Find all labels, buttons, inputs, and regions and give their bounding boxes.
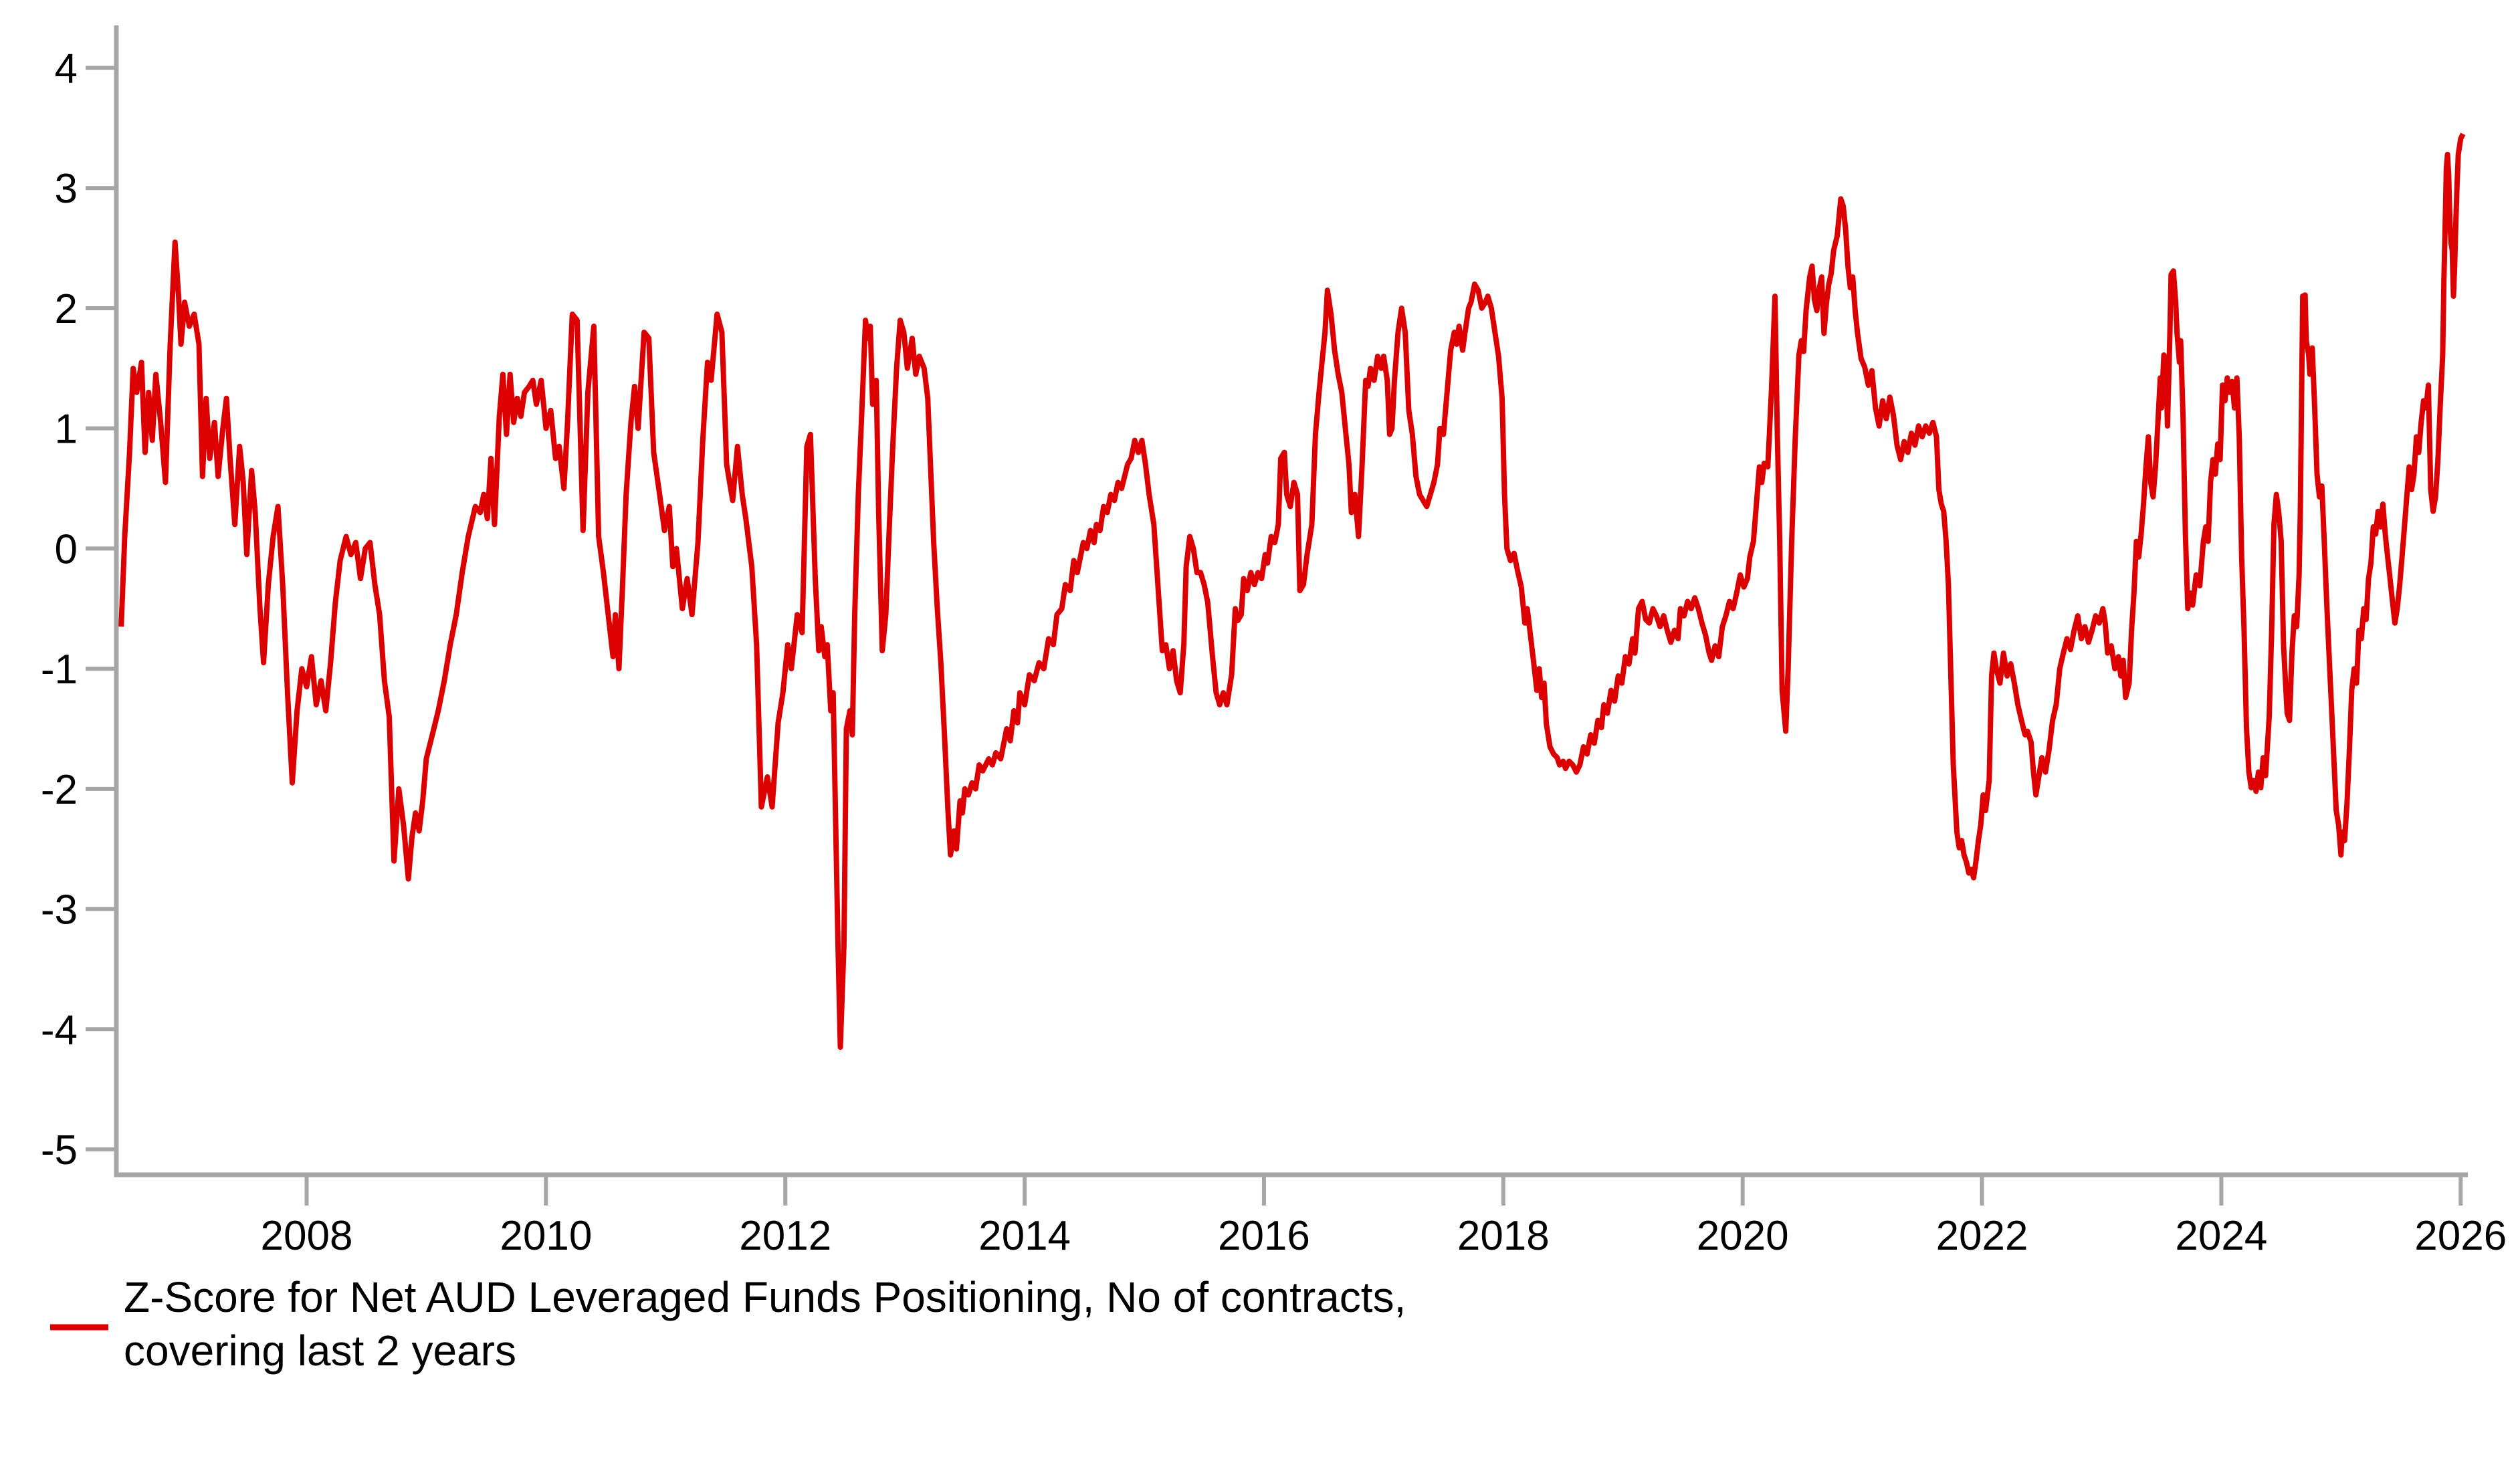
y-tick-label: 4 bbox=[55, 46, 78, 92]
x-tick-label: 2010 bbox=[500, 1213, 592, 1259]
y-tick-label: 3 bbox=[55, 166, 78, 212]
legend-label-line: covering last 2 years bbox=[124, 1327, 516, 1375]
y-tick-label: 1 bbox=[55, 407, 78, 453]
series-line bbox=[118, 132, 2466, 1050]
y-tick-label: -1 bbox=[41, 647, 78, 693]
x-tick-label: 2024 bbox=[2175, 1213, 2267, 1259]
x-tick-label: 2026 bbox=[2414, 1213, 2507, 1259]
y-tick-label: -2 bbox=[41, 767, 78, 813]
x-tick-label: 2016 bbox=[1218, 1213, 1310, 1259]
y-tick-label: -5 bbox=[41, 1127, 78, 1173]
x-tick-label: 2012 bbox=[739, 1213, 831, 1259]
x-tick-label: 2022 bbox=[1936, 1213, 2028, 1259]
y-tick-label: -4 bbox=[41, 1007, 78, 1053]
x-tick-label: 2014 bbox=[978, 1213, 1071, 1259]
x-tick-label: 2020 bbox=[1697, 1213, 1789, 1259]
y-tick-label: -3 bbox=[41, 887, 78, 933]
y-tick-label: 2 bbox=[55, 286, 78, 332]
x-tick-label: 2018 bbox=[1457, 1213, 1550, 1259]
y-tick-label: 0 bbox=[55, 526, 78, 572]
x-tick-label: 2008 bbox=[261, 1213, 353, 1259]
legend-label-line: Z-Score for Net AUD Leveraged Funds Posi… bbox=[124, 1273, 1406, 1321]
